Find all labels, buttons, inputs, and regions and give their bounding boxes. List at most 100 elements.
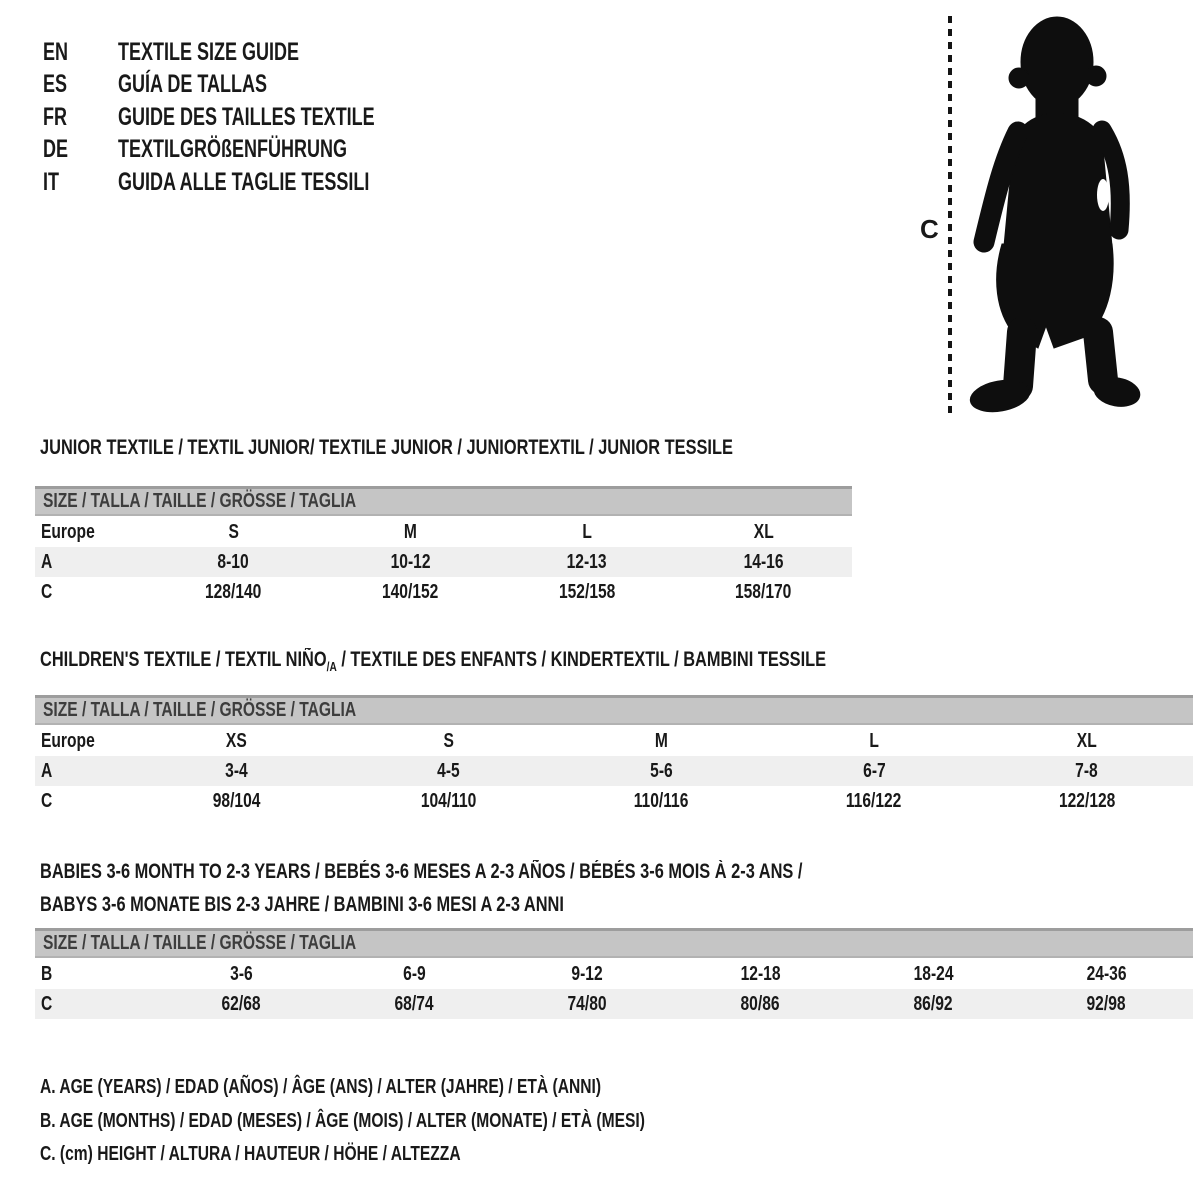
cell-text: 12-13 [566,550,607,573]
size-cell: 62/68 [155,989,328,1019]
cell-text: 7-8 [1075,759,1098,782]
cell-text: 3-6 [230,962,253,985]
cell-text: 18-24 [913,962,954,985]
size-cell: 24-36 [1020,959,1193,989]
language-row-es: ES GUÍA DE TALLAS [43,69,475,102]
language-code: IT [43,168,118,197]
cell-text: 8-10 [217,550,249,573]
size-cell: XS [130,726,343,756]
size-cell: 3-4 [130,756,343,786]
size-cell: 86/92 [847,989,1020,1019]
cell-text: XS [225,729,247,752]
cell-text: 92/98 [1086,992,1127,1015]
row-label: A [35,756,130,786]
row-label: Europe [35,517,145,547]
children-size-table: Europe XS S M L XL A 3-4 4-5 5-6 6-7 7-8… [35,726,1193,816]
language-title: GUIDA ALLE TAGLIE TESSILI [118,168,467,197]
cell-text: 6-9 [403,962,426,985]
cell-text: 5-6 [650,759,673,782]
cell-text: L [582,520,592,543]
size-cell: 122/128 [980,786,1193,816]
cell-text: 116/122 [846,789,902,812]
size-cell: XL [675,517,852,547]
language-title: GUIDE DES TAILLES TEXTILE [118,103,475,132]
section-title-children: CHILDREN'S TEXTILE / TEXTIL NIÑO/A / TEX… [40,648,1048,674]
cell-text: 80/86 [740,992,781,1015]
language-row-de: DE TEXTILGRÖßENFÜHRUNG [43,134,475,167]
table-row-age: A 8-10 10-12 12-13 14-16 [35,547,852,577]
language-row-it: IT GUIDA ALLE TAGLIE TESSILI [43,166,475,199]
toddler-silhouette-icon [969,16,1141,413]
language-title-text: TEXTILE SIZE GUIDE [118,37,300,66]
size-cell: 128/140 [145,577,322,607]
table-row-europe: Europe S M L XL [35,517,852,547]
row-label-text: C [41,992,53,1015]
cell-text: 86/92 [913,992,954,1015]
cell-text: 158/170 [735,580,792,603]
row-label-text: A [41,759,53,782]
footnote-text: C. (cm) HEIGHT / ALTURA / HAUTEUR / HÖHE… [40,1143,461,1165]
size-cell: 7-8 [980,756,1193,786]
size-cell: XL [980,726,1193,756]
cell-text: 9-12 [571,962,604,985]
size-header-bar-babies: SIZE / TALLA / TAILLE / GRÖSSE / TAGLIA [35,928,1193,958]
size-cell: 6-9 [328,959,501,989]
size-header-text: SIZE / TALLA / TAILLE / GRÖSSE / TAGLIA [43,490,357,512]
cell-text: 110/116 [634,789,689,812]
size-cell: 104/110 [343,786,556,816]
size-header-text: SIZE / TALLA / TAILLE / GRÖSSE / TAGLIA [43,932,357,954]
cell-text: 74/80 [567,992,608,1015]
language-row-en: EN TEXTILE SIZE GUIDE [43,36,475,69]
size-cell: M [555,726,768,756]
language-code-text: ES [43,70,68,99]
language-title-text: GUIDA ALLE TAGLIE TESSILI [118,167,370,196]
row-label: A [35,547,145,577]
size-cell: 6-7 [767,756,981,786]
size-cell: 80/86 [674,989,847,1019]
size-cell: 4-5 [342,756,556,786]
size-cell: 152/158 [499,577,676,607]
row-label-text: C [41,580,53,603]
language-title-text: TEXTILGRÖßENFÜHRUNG [118,135,347,164]
language-title: TEXTILGRÖßENFÜHRUNG [118,135,436,164]
size-cell: S [343,726,556,756]
language-title-text: GUIDE DES TAILLES TEXTILE [118,102,375,131]
cell-text: 3-4 [225,759,248,782]
row-label: C [35,577,145,607]
height-dashed-line [948,16,952,416]
size-cell: S [145,517,322,547]
size-cell: 14-16 [675,547,852,577]
size-cell: 74/80 [501,989,674,1019]
table-row-height: C 128/140 140/152 152/158 158/170 [35,577,852,607]
row-label-text: C [41,789,53,812]
cell-text: S [443,729,455,752]
cell-text: 10-12 [390,550,431,573]
footnote-a: A. AGE (YEARS) / EDAD (AÑOS) / ÂGE (ANS)… [40,1071,816,1105]
section-title-babies: BABIES 3-6 MONTH TO 2-3 YEARS / BEBÉS 3-… [40,855,1018,921]
language-code-text: DE [43,135,69,164]
size-header-bar-junior: SIZE / TALLA / TAILLE / GRÖSSE / TAGLIA [35,486,852,516]
footnote-legend: A. AGE (YEARS) / EDAD (AÑOS) / ÂGE (ANS)… [40,1071,816,1172]
size-cell: 12-13 [498,547,676,577]
size-cell: 5-6 [555,756,768,786]
table-row-months: B 3-6 6-9 9-12 12-18 18-24 24-36 [35,959,1193,989]
cell-text: 14-16 [743,550,784,573]
cell-text: 62/68 [221,992,262,1015]
footnote-c: C. (cm) HEIGHT / ALTURA / HAUTEUR / HÖHE… [40,1138,816,1172]
size-cell: L [499,517,676,547]
language-title: GUÍA DE TALLAS [118,70,325,99]
size-cell: 158/170 [675,577,852,607]
cell-text: M [403,520,417,543]
size-cell: 68/74 [328,989,501,1019]
size-cell: 10-12 [321,547,499,577]
size-cell: 9-12 [501,959,674,989]
cell-text: XL [753,520,774,543]
size-cell: M [322,517,499,547]
cell-text: 152/158 [558,580,616,603]
size-cell: 116/122 [768,786,981,816]
footnote-text: A. AGE (YEARS) / EDAD (AÑOS) / ÂGE (ANS)… [40,1076,602,1098]
cell-text: 104/110 [421,789,477,812]
language-title-text: GUÍA DE TALLAS [118,70,267,99]
size-cell: 8-10 [145,547,322,577]
